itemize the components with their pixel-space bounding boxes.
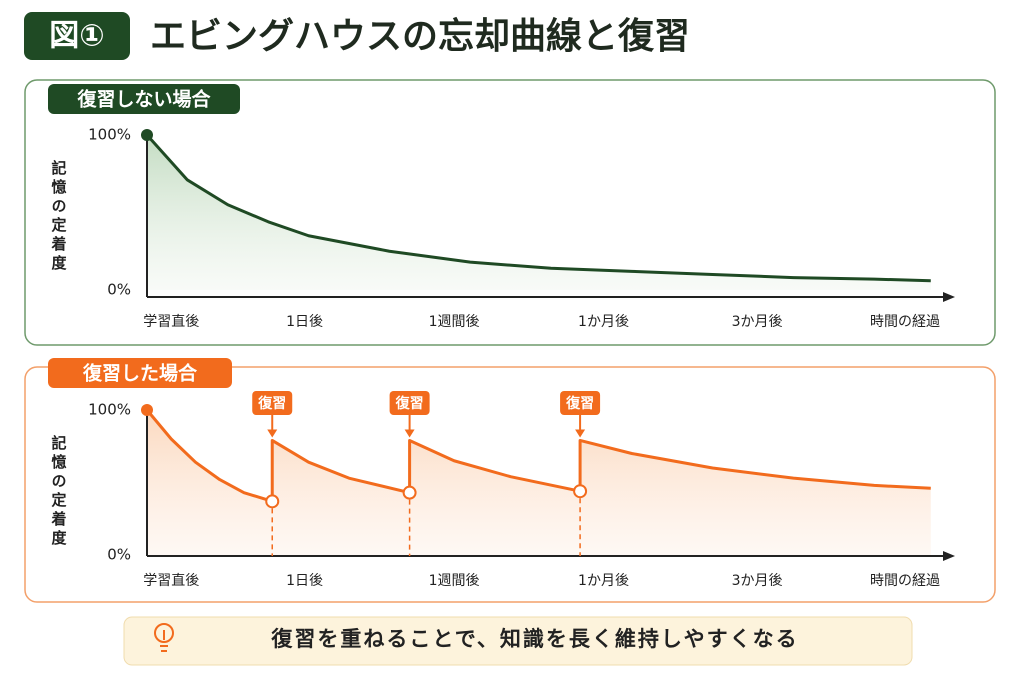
bulb-icon xyxy=(154,623,174,652)
x-tick-label: 3か月後 xyxy=(732,573,783,589)
x-tick-label: 学習直後 xyxy=(143,313,199,330)
annotation-label: 復習 xyxy=(395,395,424,412)
annotation-tag xyxy=(389,391,430,415)
annotation-label: 復習 xyxy=(565,395,594,412)
x-axis-arrow xyxy=(943,292,955,302)
line xyxy=(145,409,931,503)
x-tick-label: 1か月後 xyxy=(578,314,629,330)
y-axis-label: 記憶の定着度 xyxy=(50,159,68,274)
x-tick-label: 3か月後 xyxy=(732,314,783,330)
line xyxy=(145,133,931,283)
annotation-arrowhead xyxy=(404,429,415,438)
review-point xyxy=(265,494,280,509)
y-axis-label: 記憶の定着度 xyxy=(50,434,68,549)
title: エビングハウスの忘却曲線と復習 xyxy=(150,16,690,57)
chart-title: 復習しない場合 xyxy=(76,88,211,111)
panel-tag xyxy=(48,358,232,388)
x-tick-label: 1週間後 xyxy=(429,314,480,330)
annotation-tag xyxy=(252,391,293,415)
footer-box xyxy=(123,616,913,666)
annotation-label: 復習 xyxy=(257,395,286,412)
x-tick-label: 1日後 xyxy=(286,314,323,330)
y-tick-label: 100% xyxy=(88,126,131,144)
review-point xyxy=(402,485,417,500)
y-tick-label: 0% xyxy=(107,281,131,299)
y-tick-label: 0% xyxy=(107,546,131,564)
annotation-arrowhead xyxy=(575,429,586,438)
start-point xyxy=(141,404,153,416)
x-tick-label: 1か月後 xyxy=(578,573,629,589)
x-axis-arrow xyxy=(943,551,955,561)
annotation-tag xyxy=(560,391,601,415)
x-tick-label: 1日後 xyxy=(286,573,323,589)
figure-label: 図① xyxy=(49,19,104,54)
y-tick-label: 100% xyxy=(88,401,131,419)
area xyxy=(147,135,931,290)
figure-label-box xyxy=(24,12,130,60)
x-tick-label: 学習直後 xyxy=(143,572,199,589)
chart-title: 復習した場合 xyxy=(82,362,198,385)
area xyxy=(147,410,931,555)
x-tick-label: 1週間後 xyxy=(429,573,480,589)
panel-tag xyxy=(48,84,240,114)
annotation-arrowhead xyxy=(267,429,278,438)
footer-text: 復習を重ねることで、知識を長く維持しやすくなる xyxy=(270,627,798,651)
x-axis-label: 時間の経過 xyxy=(870,314,940,330)
start-point xyxy=(141,129,153,141)
review-point xyxy=(573,484,588,499)
x-axis-label: 時間の経過 xyxy=(870,573,940,589)
